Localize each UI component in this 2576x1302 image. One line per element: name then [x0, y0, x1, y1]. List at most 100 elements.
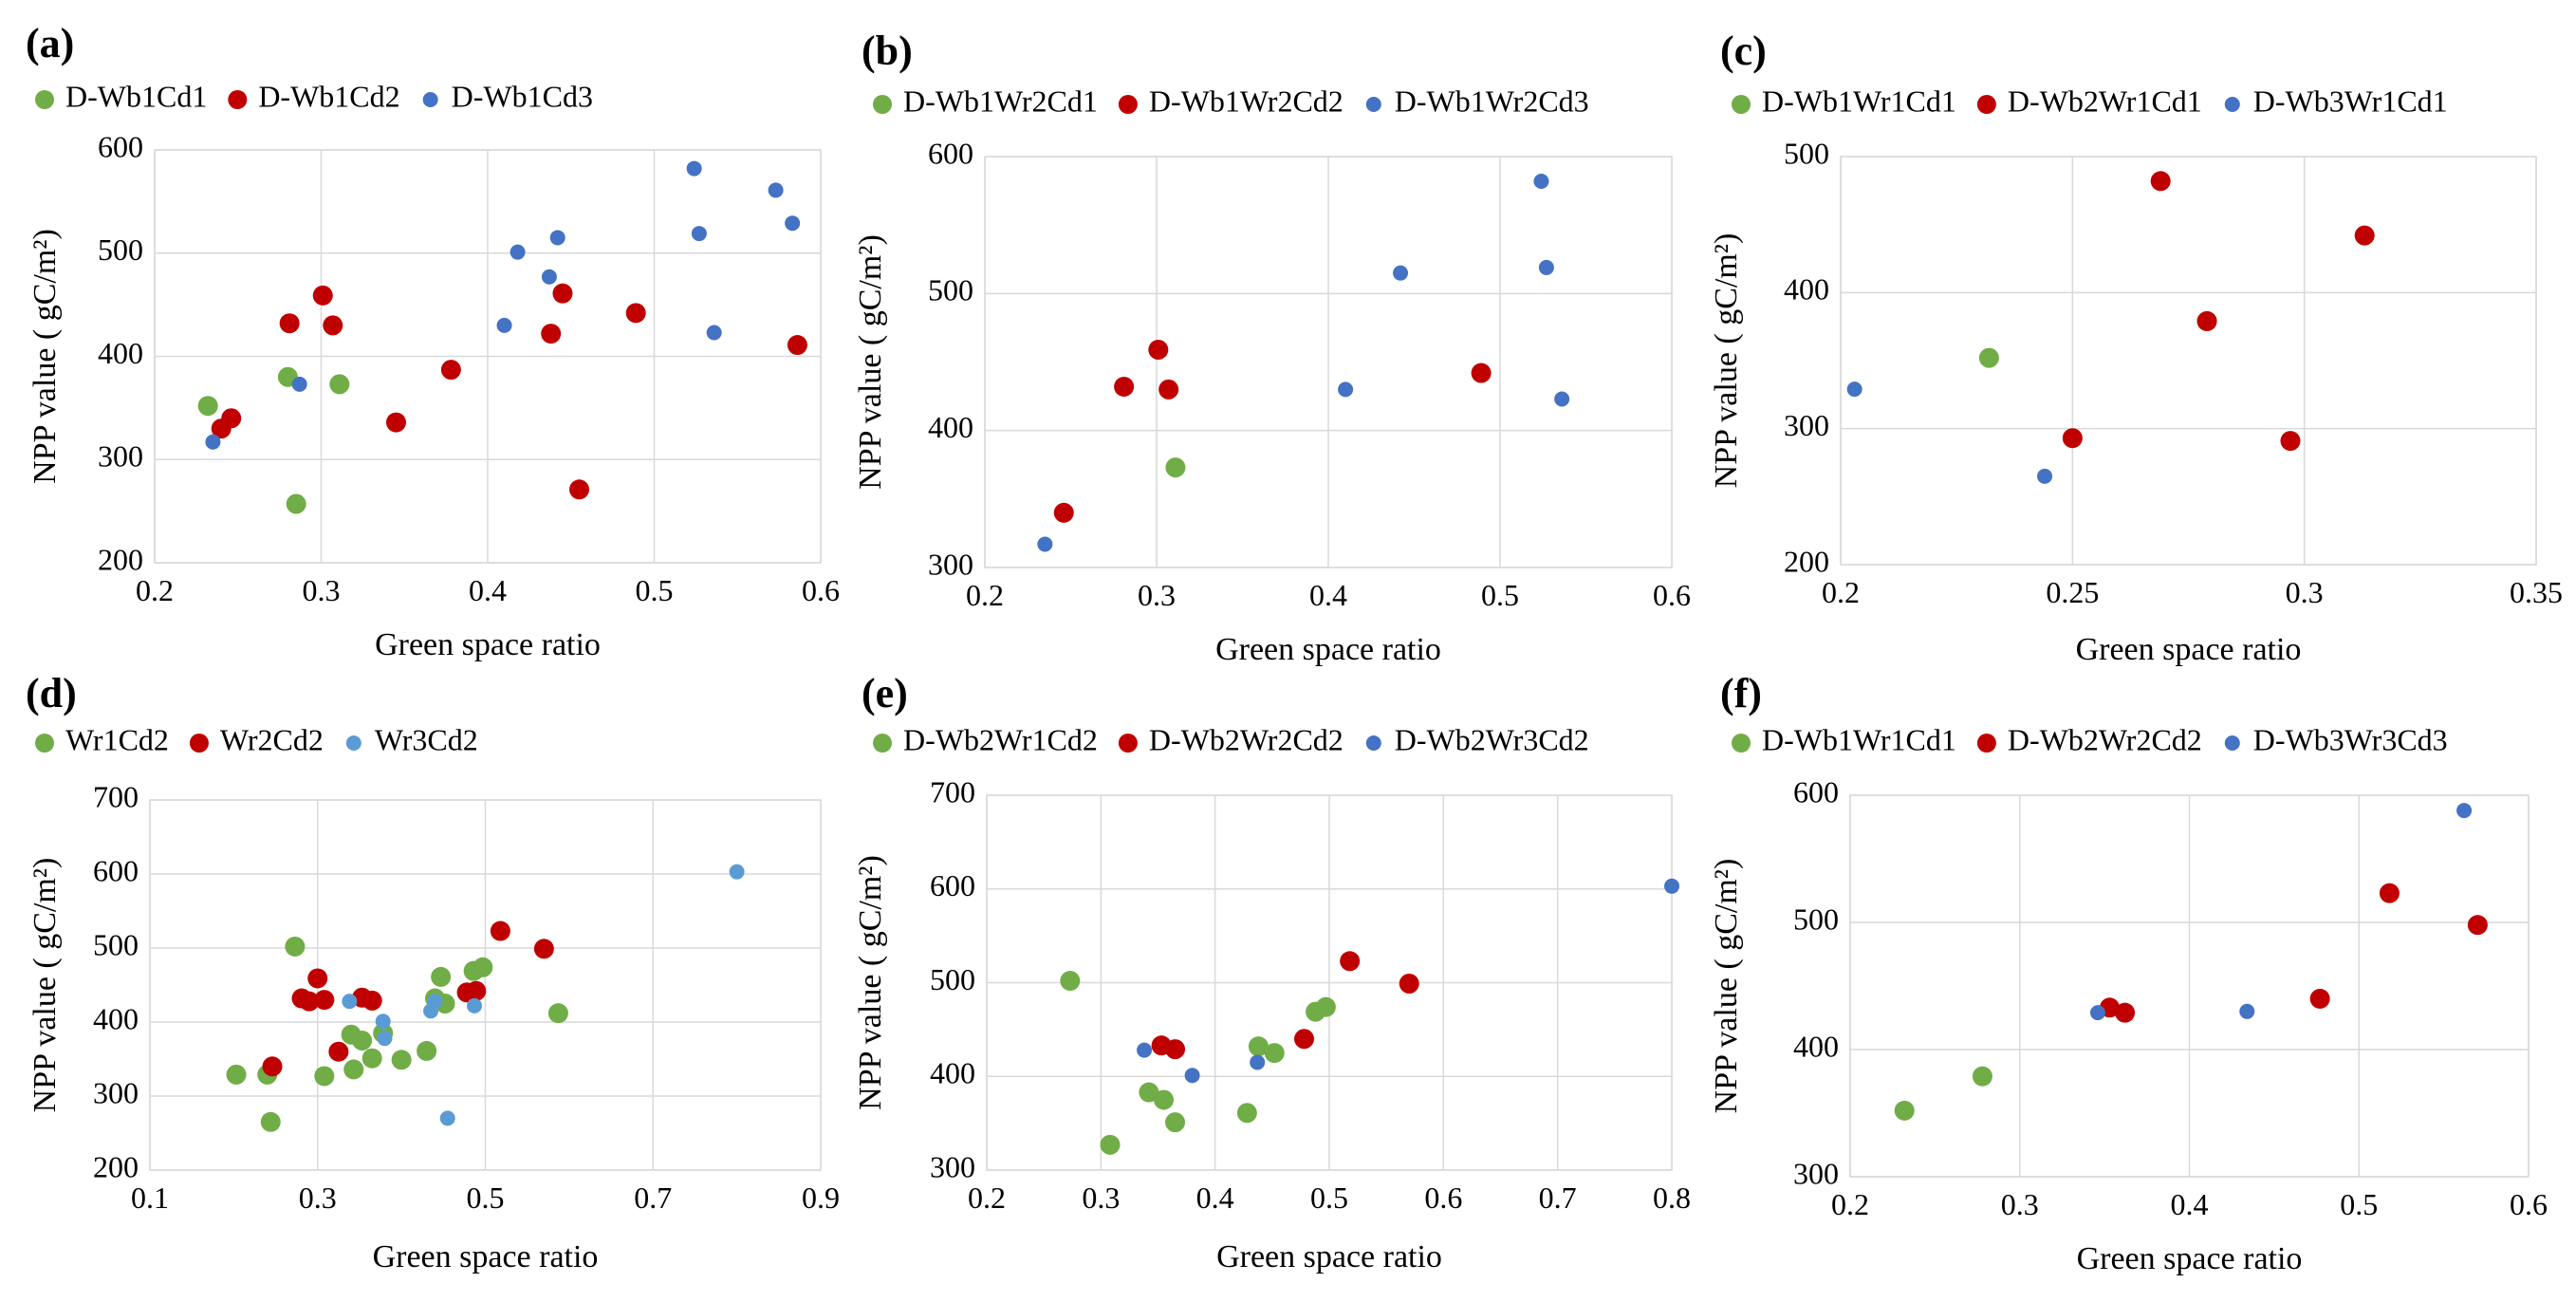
panel-letter: (c)	[1720, 28, 1767, 74]
y-tick-label: 200	[98, 542, 143, 576]
data-point	[314, 990, 335, 1011]
x-tick-label: 0.7	[634, 1181, 672, 1215]
chart-panel-c: (c) D-Wb1Wr1Cd1 D-Wb2Wr1Cd1 D-Wb3Wr1Cd1 0.2 0…	[1709, 28, 2563, 667]
x-tick-label: 0.5	[2340, 1187, 2378, 1221]
y-tick-label: 400	[1784, 272, 1829, 307]
legend-marker	[422, 92, 438, 107]
data-point	[391, 1050, 412, 1070]
data-point	[285, 936, 306, 957]
data-point	[1664, 878, 1679, 894]
legend-marker	[2224, 735, 2240, 751]
y-tick-label: 300	[1784, 408, 1829, 442]
panel-letter: (e)	[862, 670, 908, 716]
x-tick-label: 0.25	[2046, 575, 2099, 609]
data-point	[440, 360, 461, 381]
data-point	[1100, 1134, 1121, 1155]
data-point	[785, 215, 801, 232]
y-tick-label: 400	[1793, 1029, 1839, 1063]
plot-area	[149, 799, 822, 1171]
data-point	[466, 980, 487, 1001]
data-point	[691, 226, 707, 242]
legend-marker	[189, 734, 209, 753]
data-point	[361, 990, 382, 1011]
data-point	[1978, 347, 1999, 368]
x-tick-label: 0.4	[1309, 578, 1347, 612]
data-point	[329, 374, 350, 395]
data-point	[1139, 1082, 1159, 1103]
y-axis-title: NPP value ( gC/m²)	[1709, 233, 1744, 489]
data-point	[569, 479, 590, 500]
data-point	[686, 160, 702, 177]
x-tick-label: 0.3	[1082, 1181, 1120, 1215]
y-tick-label: 600	[98, 129, 143, 163]
x-tick-label: 0.3	[299, 1181, 337, 1215]
chart-panel-b: (b) D-Wb1Wr2Cd1 D-Wb1Wr2Cd2 D-Wb1Wr2Cd3 0.2 0…	[853, 28, 1691, 667]
legend-marker	[345, 735, 361, 751]
data-point	[1236, 1103, 1257, 1124]
chart-panel-e: (e) D-Wb2Wr1Cd2 D-Wb2Wr2Cd2 D-Wb2Wr3Cd2 0.2 0…	[853, 670, 1691, 1274]
y-tick-label: 600	[1793, 774, 1839, 809]
data-point	[2037, 468, 2053, 484]
data-point	[226, 1064, 247, 1085]
x-axis-title: Green space ratio	[373, 1239, 599, 1274]
y-tick-label: 200	[93, 1149, 139, 1183]
y-axis-title: NPP value ( gC/m²)	[853, 855, 888, 1110]
legend-label: D-Wb1Wr2Cd1	[903, 84, 1098, 118]
legend-marker	[1732, 95, 1751, 114]
legend-label: D-Wb2Wr1Cd2	[903, 722, 1098, 756]
panel-letter: (f)	[1720, 670, 1762, 716]
legend-marker	[2224, 97, 2240, 112]
data-point	[352, 1031, 373, 1051]
plot-area	[986, 794, 1673, 1171]
plot-area	[1840, 156, 2537, 566]
legend-label: D-Wb1Cd2	[258, 79, 399, 113]
x-tick-label: 0.1	[131, 1181, 169, 1215]
data-point	[2196, 310, 2217, 331]
data-point	[361, 1048, 382, 1069]
data-point	[1154, 1089, 1175, 1110]
legend-marker	[1976, 95, 1996, 114]
data-point	[343, 1059, 364, 1080]
data-point	[2239, 1003, 2255, 1019]
legend-label: D-Wb1Wr2Cd3	[1395, 84, 1589, 118]
legend-marker	[873, 734, 892, 753]
data-point	[1165, 1039, 1186, 1060]
y-tick-label: 200	[1784, 544, 1829, 578]
data-point	[1060, 971, 1081, 992]
x-tick-label: 0.6	[1424, 1181, 1462, 1215]
y-tick-label: 300	[93, 1075, 139, 1109]
y-tick-label: 600	[93, 853, 139, 887]
x-tick-label: 0.6	[2510, 1187, 2548, 1221]
y-tick-label: 500	[928, 273, 973, 307]
x-axis-title: Green space ratio	[1215, 632, 1441, 667]
data-point	[2115, 1002, 2136, 1023]
y-tick-label: 500	[93, 927, 139, 961]
data-point	[312, 285, 333, 306]
data-point	[1148, 340, 1169, 361]
data-point	[2089, 1005, 2105, 1021]
x-tick-label: 0.7	[1539, 1181, 1577, 1215]
legend-marker	[1118, 95, 1138, 114]
chart-panel-d: (d) Wr1Cd2 Wr2Cd2 Wr3Cd2 0.1 0.3 0.5 0.7 0.9 200 3…	[26, 670, 840, 1274]
data-point	[490, 921, 510, 941]
data-point	[205, 434, 221, 450]
data-point	[1158, 379, 1179, 400]
y-tick-label: 600	[930, 868, 975, 902]
y-axis-title: NPP value ( gC/m²)	[853, 234, 888, 490]
data-point	[1315, 996, 1336, 1017]
plot-area	[984, 156, 1673, 568]
legend-label: D-Wb2Wr1Cd1	[2008, 84, 2202, 118]
y-tick-label: 300	[1793, 1156, 1839, 1190]
data-point	[1393, 265, 1409, 281]
data-point	[291, 376, 307, 392]
y-tick-label: 500	[930, 962, 975, 996]
y-tick-label: 300	[928, 547, 973, 581]
legend-marker	[228, 90, 248, 109]
legend-label: D-Wb3Wr1Cd1	[2253, 84, 2448, 118]
y-tick-label: 400	[930, 1056, 975, 1090]
data-point	[1248, 1036, 1269, 1057]
data-point	[279, 313, 300, 334]
x-axis-title: Green space ratio	[375, 627, 601, 662]
y-tick-label: 600	[928, 136, 973, 170]
data-point	[1471, 363, 1492, 383]
